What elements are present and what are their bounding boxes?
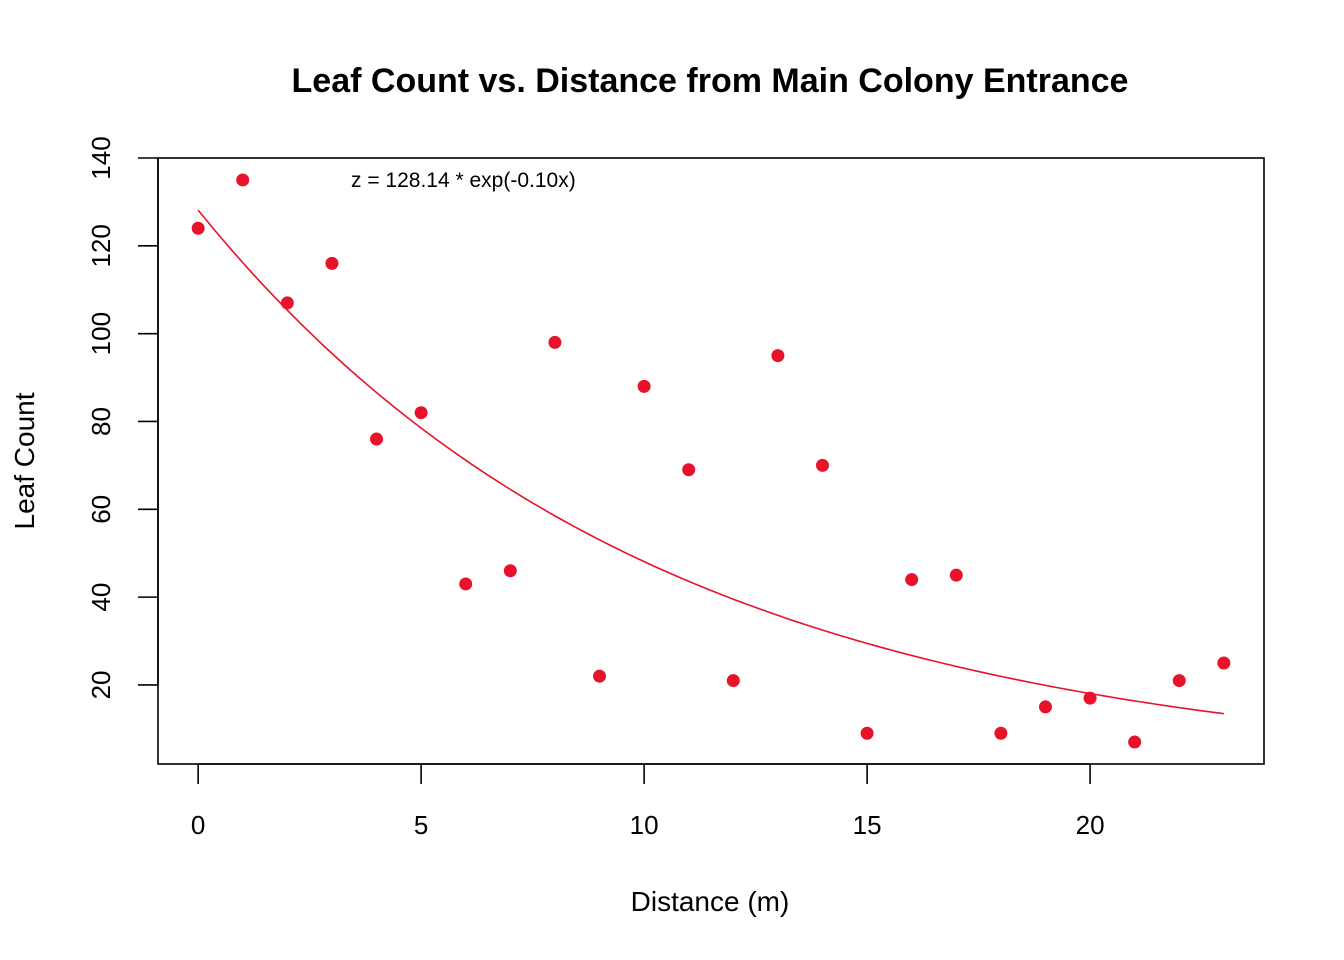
x-axis: 0 5 10 15 20 [191,763,1105,840]
y-tick-label: 20 [86,670,116,699]
data-point [637,379,651,393]
x-axis-label: Distance (m) [631,886,790,917]
data-point [593,669,607,683]
x-tick-label: 5 [414,810,428,840]
data-point [771,349,785,363]
data-point [280,296,294,310]
y-tick-label: 60 [86,495,116,524]
chart-title: Leaf Count vs. Distance from Main Colony… [292,62,1129,100]
x-tick-label: 0 [191,810,205,840]
x-tick-label: 10 [630,810,659,840]
fit-curve [197,209,1224,715]
data-point [325,256,339,270]
data-point [1172,674,1186,688]
data-point [191,221,205,235]
fit-equation-annotation: z = 128.14 * exp(-0.10x) [351,169,576,192]
data-point [503,564,517,578]
data-point [1038,700,1052,714]
y-tick-label: 80 [86,407,116,436]
data-point [905,573,919,587]
x-tick-label: 15 [853,810,882,840]
y-tick-label: 100 [86,312,116,355]
data-point [1128,735,1142,749]
data-point [459,577,473,591]
x-tick-label: 20 [1076,810,1105,840]
data-point [414,406,428,420]
data-point [994,726,1008,740]
y-axis: 20 40 60 80 100 120 140 [86,136,159,699]
data-point [1083,691,1097,705]
data-point [548,335,562,349]
data-point [726,674,740,688]
data-point [236,173,250,187]
data-point [949,568,963,582]
y-axis-label: Leaf Count [9,392,40,529]
data-point [815,458,829,472]
data-point [860,726,874,740]
plot-frame [157,157,1265,765]
data-point [370,432,384,446]
data-point [1217,656,1231,670]
data-points [191,173,1231,749]
y-tick-label: 40 [86,583,116,612]
y-tick-label: 120 [86,224,116,267]
y-tick-label: 140 [86,136,116,179]
data-point [682,463,696,477]
